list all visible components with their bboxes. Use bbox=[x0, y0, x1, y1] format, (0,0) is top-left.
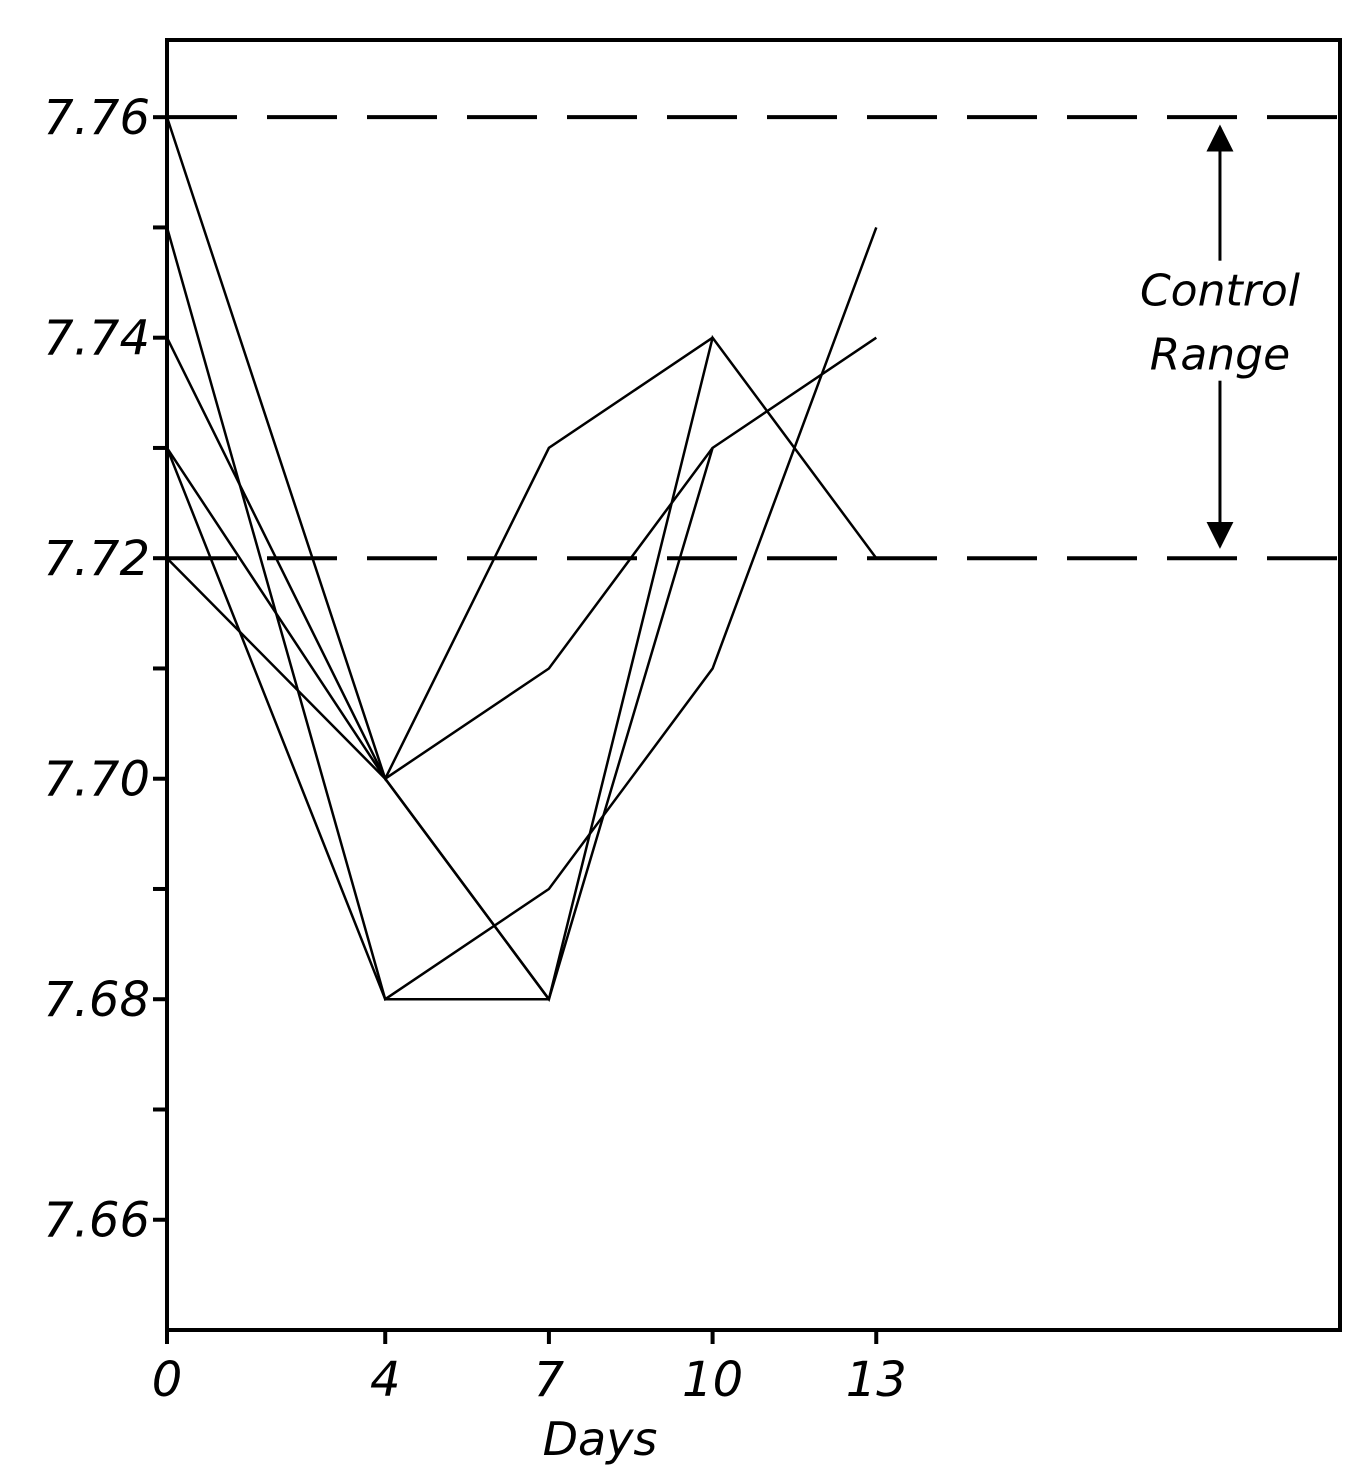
y-tick-label: 7.76 bbox=[43, 90, 150, 146]
series-line-6 bbox=[166, 557, 550, 1000]
x-tick-label: 4 bbox=[370, 1352, 401, 1408]
series-line-4 bbox=[165, 226, 878, 1002]
y-tick-label: 7.66 bbox=[43, 1193, 150, 1249]
x-tick-label: 10 bbox=[682, 1352, 743, 1408]
y-tick-label: 7.70 bbox=[43, 752, 150, 808]
x-tick-label: 13 bbox=[846, 1352, 907, 1408]
series-line-2 bbox=[165, 227, 878, 1001]
annotation-label-line: Control bbox=[1140, 266, 1301, 317]
annotation-label-background bbox=[1124, 260, 1315, 381]
plot-frame bbox=[165, 38, 1342, 1332]
x-tick-label: 7 bbox=[534, 1352, 565, 1408]
series-line-3 bbox=[165, 336, 714, 782]
series-line-5 bbox=[165, 447, 714, 781]
y-axis-ticks: 7.66 7.68 7.70 7.72 7.74 7.76 bbox=[43, 90, 167, 1249]
x-tick-label: 0 bbox=[152, 1352, 183, 1408]
y-tick-label: 7.68 bbox=[43, 972, 150, 1028]
y-tick-label: 7.74 bbox=[43, 311, 150, 367]
y-tick-label: 7.72 bbox=[43, 531, 150, 587]
plot-border bbox=[165, 38, 1342, 1332]
data-series bbox=[165, 116, 878, 1002]
annotation-label-line: Range bbox=[1150, 330, 1290, 381]
x-axis-ticks: 0 4 7 10 13 bbox=[152, 1330, 907, 1408]
control-range-annotation: Control Range bbox=[1124, 124, 1315, 549]
x-axis-title: Days bbox=[543, 1412, 658, 1466]
